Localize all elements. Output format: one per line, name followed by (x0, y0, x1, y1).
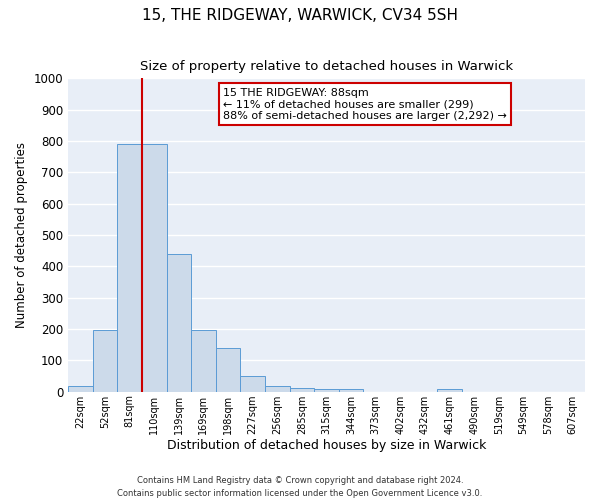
Bar (339, 388, 364, 392)
Bar (437, 388, 462, 392)
X-axis label: Distribution of detached houses by size in Warwick: Distribution of detached houses by size … (167, 440, 486, 452)
Bar (265, 386, 290, 392)
Bar (117, 144, 142, 392)
Title: Size of property relative to detached houses in Warwick: Size of property relative to detached ho… (140, 60, 513, 73)
Y-axis label: Number of detached properties: Number of detached properties (15, 142, 28, 328)
Bar (290, 388, 314, 392)
Bar (191, 330, 216, 392)
Bar (142, 144, 167, 392)
Bar (68, 386, 92, 392)
Bar (216, 348, 241, 392)
Bar (92, 330, 117, 392)
Bar (167, 254, 191, 392)
Text: 15 THE RIDGEWAY: 88sqm
← 11% of detached houses are smaller (299)
88% of semi-de: 15 THE RIDGEWAY: 88sqm ← 11% of detached… (223, 88, 507, 121)
Text: 15, THE RIDGEWAY, WARWICK, CV34 5SH: 15, THE RIDGEWAY, WARWICK, CV34 5SH (142, 8, 458, 22)
Bar (241, 376, 265, 392)
Text: Contains HM Land Registry data © Crown copyright and database right 2024.
Contai: Contains HM Land Registry data © Crown c… (118, 476, 482, 498)
Bar (314, 388, 339, 392)
